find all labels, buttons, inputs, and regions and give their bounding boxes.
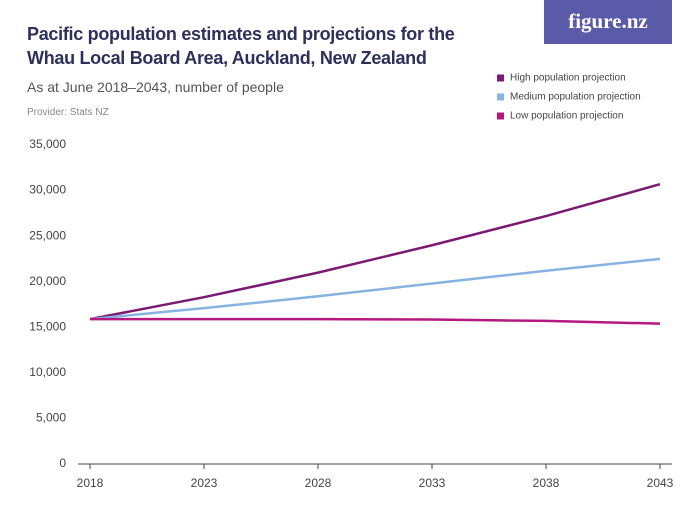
chart-subtitle: As at June 2018–2043, number of people xyxy=(27,79,284,95)
y-tick-label: 25,000 xyxy=(29,228,66,242)
legend-label: Low population projection xyxy=(510,111,623,122)
y-tick-label: 35,000 xyxy=(29,137,66,151)
series-line xyxy=(89,257,661,321)
legend-label: High population projection xyxy=(510,73,626,84)
y-tick-label: 5,000 xyxy=(36,411,66,425)
legend-swatch xyxy=(497,112,504,120)
x-tick-label: 2038 xyxy=(533,476,560,490)
x-tick-label: 2023 xyxy=(191,476,218,490)
legend-swatch xyxy=(497,93,504,101)
y-tick-label: 15,000 xyxy=(29,319,66,333)
y-tick-label: 30,000 xyxy=(29,183,66,197)
x-tick-label: 2033 xyxy=(419,476,446,490)
series-line xyxy=(89,182,661,321)
y-tick-label: 0 xyxy=(59,456,66,470)
legend-swatch xyxy=(497,74,504,82)
series-line xyxy=(90,317,661,325)
x-tick-label: 2043 xyxy=(647,476,674,490)
y-tick-label: 10,000 xyxy=(29,365,66,379)
x-tick-label: 2018 xyxy=(77,476,104,490)
chart-title: Pacific population estimates and project… xyxy=(27,24,455,68)
y-tick-label: 20,000 xyxy=(29,274,66,288)
legend-label: Medium population projection xyxy=(510,92,641,103)
x-tick-label: 2028 xyxy=(305,476,332,490)
logo: figure.nz xyxy=(544,0,672,44)
source: Provider: Stats NZ xyxy=(27,107,109,118)
